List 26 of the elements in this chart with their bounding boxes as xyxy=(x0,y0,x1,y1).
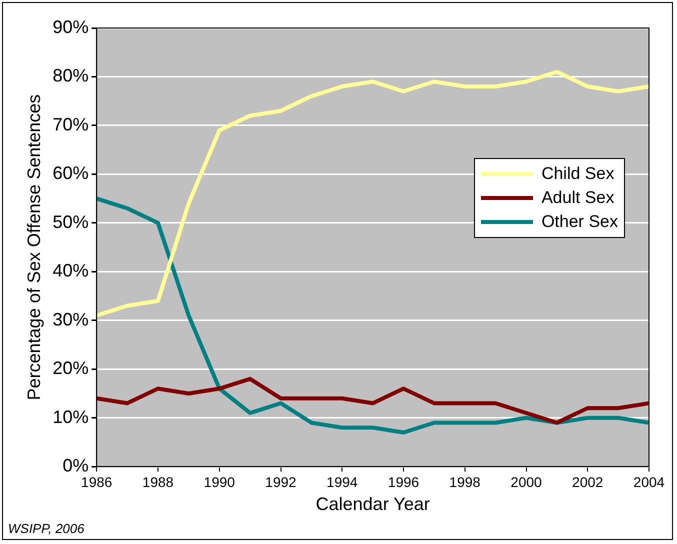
x-tick-label: 1996 xyxy=(388,474,420,490)
y-tick-label: 20% xyxy=(52,358,89,378)
x-tick-label: 2002 xyxy=(572,474,604,490)
x-tick-label: 1994 xyxy=(326,474,358,490)
legend-label: Child Sex xyxy=(541,164,614,184)
legend-label: Other Sex xyxy=(541,212,618,232)
x-axis-title: Calendar Year xyxy=(316,494,430,514)
y-tick-label: 50% xyxy=(52,212,89,232)
text: WSIPP, 2006 xyxy=(8,521,84,536)
y-tick-label: 10% xyxy=(52,406,89,427)
y-tick-label: 30% xyxy=(52,309,89,330)
x-tick-label: 1988 xyxy=(142,474,174,490)
x-tick-label: 1990 xyxy=(204,474,236,490)
y-tick-label: 70% xyxy=(52,114,89,134)
x-tick-label: 1998 xyxy=(449,474,481,490)
x-tick-label: 2000 xyxy=(510,474,542,490)
x-tick-label: 1992 xyxy=(265,474,297,490)
y-axis-title: Percentage of Sex Offense Sentences xyxy=(24,94,44,400)
y-tick-label: 0% xyxy=(62,456,89,476)
x-tick-label: 1986 xyxy=(81,474,112,490)
y-tick-label: 90% xyxy=(52,16,89,37)
y-tick-label: 80% xyxy=(52,66,89,86)
y-tick-label: 60% xyxy=(52,163,89,184)
x-tick-label: 2004 xyxy=(633,474,665,490)
legend-label: Adult Sex xyxy=(541,188,614,208)
y-tick-label: 40% xyxy=(52,260,89,281)
